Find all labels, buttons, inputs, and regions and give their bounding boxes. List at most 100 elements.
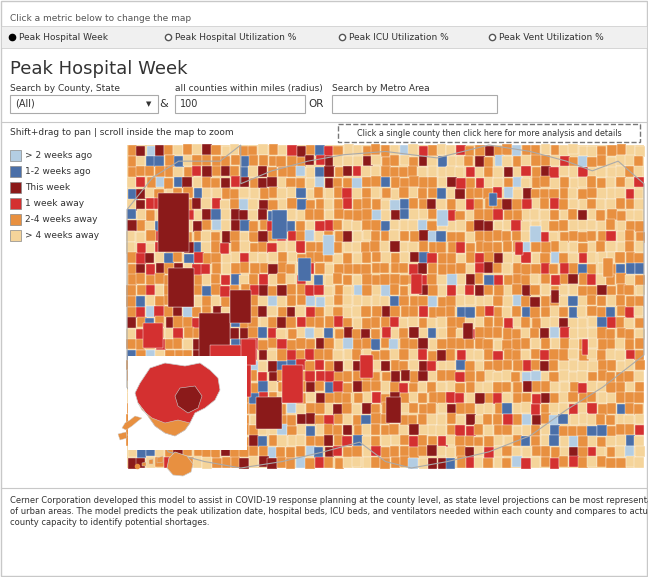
Bar — [382, 402, 391, 414]
Bar — [272, 209, 287, 239]
Bar — [400, 338, 410, 349]
Bar — [391, 306, 400, 317]
Bar — [494, 155, 504, 166]
Bar — [325, 447, 334, 458]
Bar — [241, 339, 256, 365]
Bar — [342, 189, 352, 199]
Bar — [634, 458, 644, 469]
Bar — [343, 198, 352, 209]
Bar — [194, 275, 203, 286]
Bar — [229, 436, 239, 446]
Bar — [343, 414, 352, 425]
Bar — [297, 424, 307, 434]
Bar — [325, 316, 334, 328]
Bar — [521, 296, 530, 308]
Bar — [194, 414, 203, 424]
Bar — [502, 199, 511, 210]
Bar — [267, 242, 277, 253]
Bar — [503, 414, 513, 425]
Bar — [540, 189, 549, 200]
Bar — [315, 381, 324, 391]
Bar — [128, 145, 137, 156]
Bar — [259, 273, 268, 285]
Bar — [577, 177, 587, 187]
Bar — [503, 275, 513, 286]
Bar — [409, 339, 419, 350]
Bar — [474, 188, 483, 198]
Bar — [249, 155, 259, 166]
Bar — [616, 177, 626, 187]
Bar — [408, 144, 418, 156]
Bar — [389, 296, 399, 307]
Bar — [456, 145, 466, 155]
Bar — [371, 424, 380, 434]
Bar — [306, 308, 316, 318]
Bar — [194, 296, 203, 306]
Bar — [588, 403, 597, 414]
Bar — [211, 209, 220, 220]
Bar — [410, 296, 419, 306]
Bar — [287, 198, 297, 209]
Bar — [230, 403, 239, 414]
Bar — [503, 318, 513, 329]
Bar — [297, 156, 307, 167]
Polygon shape — [138, 403, 190, 436]
Bar — [587, 426, 597, 436]
Bar — [146, 403, 156, 413]
Bar — [260, 188, 269, 199]
Bar — [437, 414, 446, 426]
Bar — [306, 221, 315, 232]
Bar — [248, 199, 258, 210]
Bar — [427, 220, 437, 231]
Bar — [135, 146, 145, 157]
Bar — [333, 242, 342, 253]
Bar — [391, 200, 400, 211]
Bar — [493, 383, 503, 393]
Bar — [428, 318, 436, 328]
Bar — [213, 220, 222, 230]
Bar — [174, 274, 183, 285]
Bar — [531, 436, 540, 446]
Bar — [184, 381, 194, 392]
Bar — [211, 232, 220, 242]
Bar — [494, 146, 504, 157]
Bar — [222, 189, 231, 199]
Bar — [353, 318, 362, 329]
Bar — [381, 447, 390, 458]
Bar — [231, 252, 240, 263]
Bar — [607, 295, 617, 306]
Bar — [156, 361, 165, 372]
Bar — [578, 383, 587, 394]
Bar — [438, 286, 446, 296]
Bar — [221, 414, 231, 425]
Bar — [540, 177, 550, 186]
Bar — [550, 155, 560, 166]
Bar — [635, 446, 645, 456]
Bar — [371, 457, 380, 469]
Bar — [551, 252, 561, 263]
Bar — [409, 392, 419, 402]
Bar — [494, 307, 504, 318]
Bar — [174, 156, 183, 167]
Bar — [616, 382, 625, 393]
Bar — [173, 198, 183, 209]
Bar — [231, 242, 240, 253]
Bar — [268, 252, 278, 262]
Bar — [494, 360, 503, 370]
Bar — [409, 436, 419, 447]
Bar — [361, 329, 370, 340]
Bar — [287, 426, 297, 436]
Bar — [323, 286, 333, 297]
Bar — [165, 425, 175, 435]
Bar — [145, 382, 155, 392]
Text: Peak Vent Utilization %: Peak Vent Utilization % — [499, 32, 604, 42]
Bar — [390, 241, 400, 252]
Bar — [579, 413, 588, 424]
Bar — [363, 457, 372, 468]
Bar — [324, 338, 334, 349]
Bar — [410, 372, 419, 383]
Bar — [568, 231, 578, 241]
Bar — [474, 167, 484, 178]
Bar — [410, 327, 419, 338]
Bar — [173, 167, 183, 178]
